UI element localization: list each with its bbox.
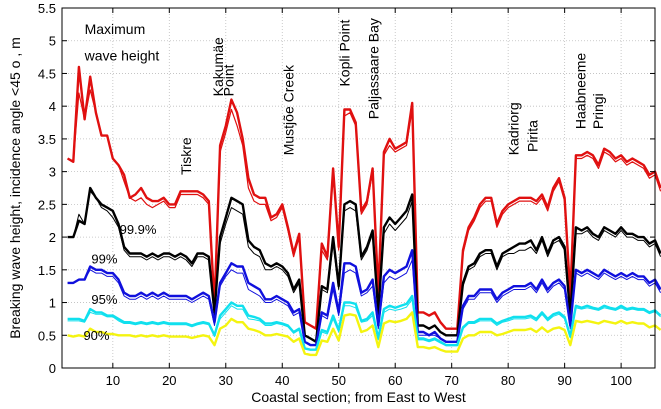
series-line-4: [67, 248, 661, 347]
y-tick-label: 0: [49, 361, 56, 376]
x-tick-label: 30: [219, 373, 233, 388]
series-label: 99%: [91, 251, 117, 266]
series-line-0: [66, 65, 661, 330]
x-tick-label: 70: [444, 373, 458, 388]
y-tick-label: 1.5: [38, 263, 56, 278]
x-tick-label: 60: [388, 373, 402, 388]
x-axis-label: Coastal section; from East to West: [251, 389, 466, 405]
x-tick-label: 10: [106, 373, 120, 388]
series-line-3: [67, 190, 661, 343]
annotation: Kadriorg: [505, 102, 521, 155]
y-tick-label: 4: [49, 99, 56, 114]
series-line-8: [67, 311, 661, 357]
y-tick-label: 2.5: [38, 197, 56, 212]
annotation: Tiskre: [178, 137, 194, 175]
series-label: 95%: [91, 292, 117, 307]
x-tick-label: 90: [557, 373, 571, 388]
annotation: Maximum: [85, 21, 146, 37]
x-tick-label: 100: [610, 373, 632, 388]
annotation: Pirita: [525, 120, 541, 152]
y-tick-label: 2: [49, 230, 56, 245]
series-line-7: [67, 298, 661, 351]
y-tick-label: 3.5: [38, 132, 56, 147]
x-tick-label: 50: [331, 373, 345, 388]
y-axis-label: Breaking wave height, incidence angle <4…: [7, 37, 23, 339]
series-label: 99.9%: [120, 222, 157, 237]
annotation: wave height: [84, 47, 160, 63]
axis-ticks: 10 20 30 40 50 60 70 80 90 100 0 0.5 1 1.5 2 2.5 3 3.5 4 4.…: [38, 1, 655, 388]
series-line-5: [67, 259, 661, 346]
annotation: Kopli Point: [336, 20, 352, 87]
x-tick-label: 80: [501, 373, 515, 388]
x-tick-label: 40: [275, 373, 289, 388]
series-line-1: [67, 89, 661, 330]
series-layer: [66, 65, 661, 357]
y-tick-label: 5: [49, 34, 56, 49]
series-labels: 99.9%99% 95% 90%: [83, 222, 156, 343]
series-line-2: [67, 186, 661, 343]
y-tick-label: 4.5: [38, 66, 56, 81]
series-label: 90%: [83, 328, 109, 343]
annotation: Point: [221, 64, 237, 96]
annotation: Paljassaare Bay: [365, 18, 381, 119]
y-tick-label: 0.5: [38, 328, 56, 343]
y-tick-label: 3: [49, 165, 56, 180]
annotation: Haabneeme: [573, 53, 589, 129]
series-line-6: [67, 294, 661, 351]
annotation: Pringi: [590, 93, 606, 129]
y-tick-label: 1: [49, 296, 56, 311]
y-tick-label: 5.5: [38, 1, 56, 16]
annotation: Mustjõe Creek: [281, 64, 297, 155]
annotation: Kakumäe: [210, 37, 226, 96]
plot-frame: [61, 7, 656, 369]
x-tick-label: 20: [162, 373, 176, 388]
